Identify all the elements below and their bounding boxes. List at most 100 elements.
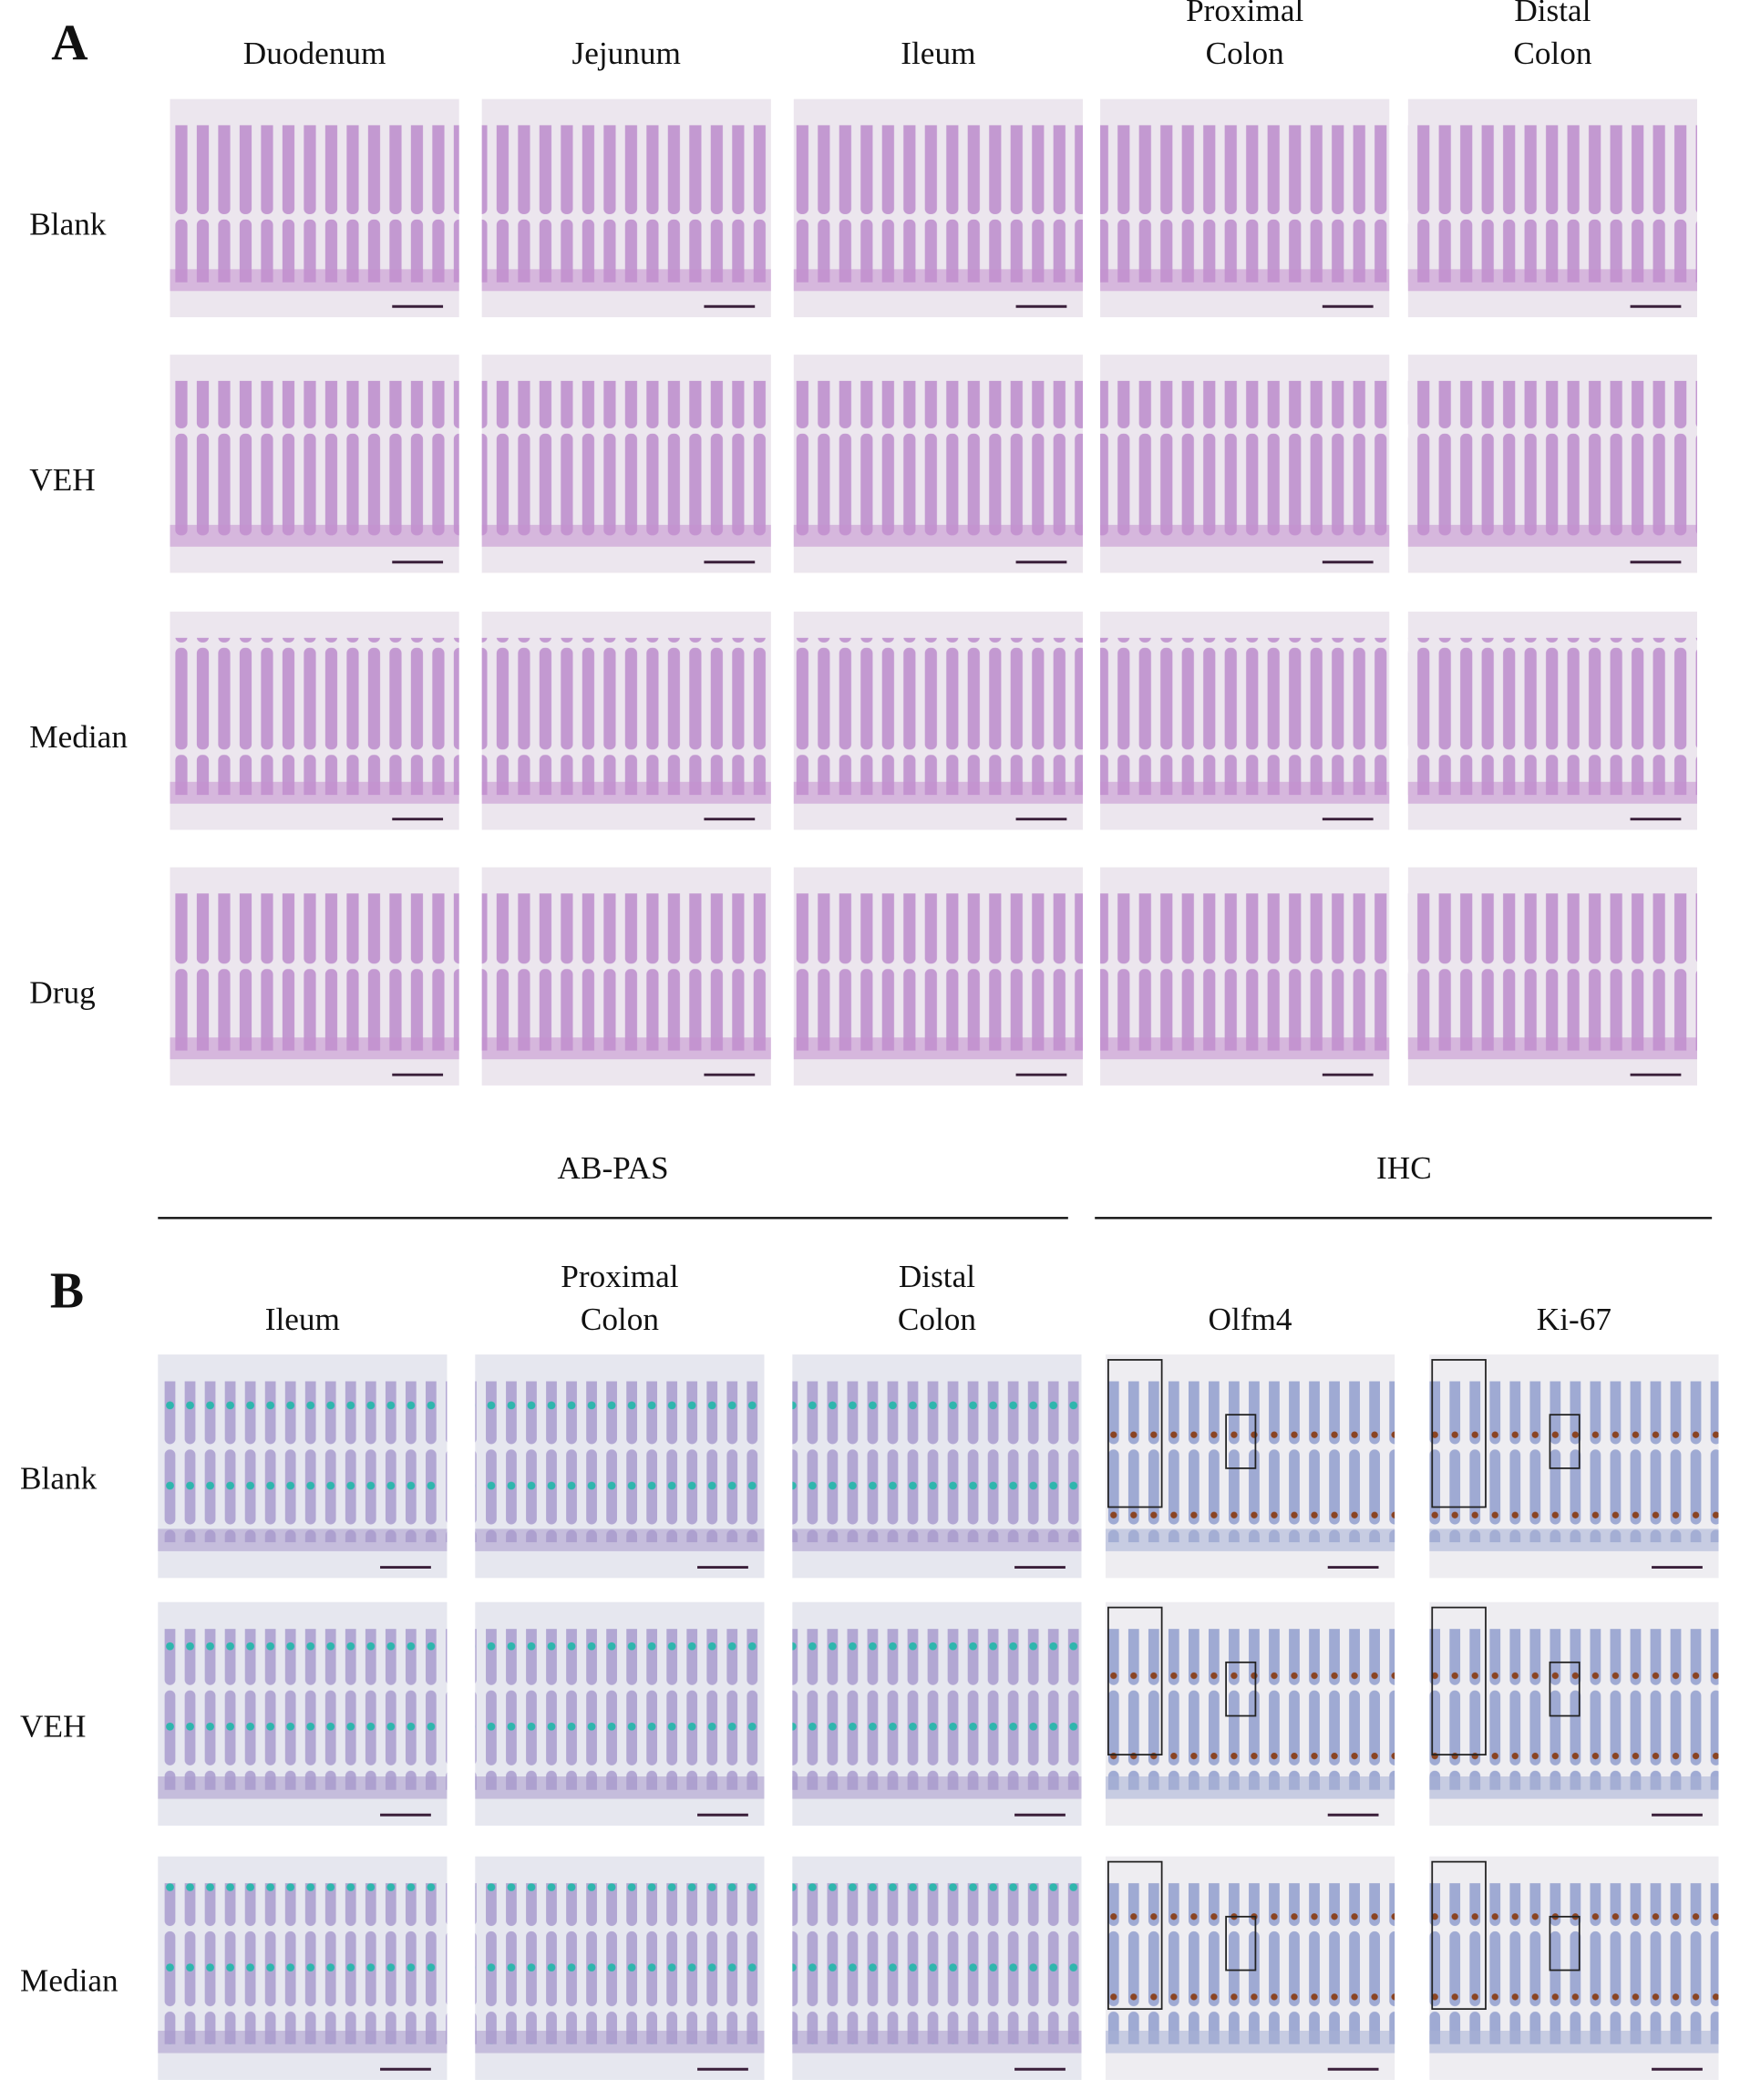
tissue-layer (792, 1776, 1082, 1799)
row-label: Median (20, 1962, 118, 1998)
tissue-layer (1429, 1776, 1719, 1799)
tissue-layer (170, 269, 459, 292)
tissue-texture (475, 1629, 765, 1790)
tissue-texture (170, 125, 459, 283)
tissue-layer (1100, 269, 1390, 292)
tissue-layer (481, 1037, 771, 1060)
row-label: VEH (29, 462, 95, 498)
tissue-texture (792, 1629, 1082, 1790)
tissue-texture (1407, 125, 1698, 283)
tissue-texture (1100, 125, 1390, 283)
panel-label: B (50, 1262, 84, 1319)
inset (1431, 1359, 1487, 1508)
tissue-layer (793, 1037, 1083, 1060)
tissue-texture (475, 1381, 765, 1543)
tissue-texture (1429, 1381, 1719, 1543)
tissue-texture (792, 1883, 1082, 2044)
tissue-layer (1429, 2031, 1719, 2054)
inset (1431, 1606, 1487, 1756)
column-header: Proximal (561, 1259, 678, 1294)
inset (1107, 1860, 1163, 2011)
inset-source (1549, 1661, 1580, 1717)
tissue-layer (1100, 524, 1390, 547)
tissue-layer (481, 781, 771, 804)
inset-source (1549, 1915, 1580, 1971)
tissue-layer (481, 269, 771, 292)
row-label: Blank (20, 1461, 98, 1497)
row-label: Median (29, 719, 128, 755)
tissue-texture (1100, 380, 1390, 539)
column-header: Distal (1514, 0, 1591, 28)
tissue-texture (481, 637, 771, 796)
tissue-texture (170, 893, 459, 1051)
column-header: Colon (898, 1302, 977, 1337)
tissue-layer (475, 1776, 765, 1799)
inset (1107, 1359, 1163, 1508)
tissue-texture (1100, 893, 1390, 1051)
tissue-texture (1105, 1381, 1395, 1543)
tissue-layer (792, 2031, 1082, 2054)
tissue-layer (793, 269, 1083, 292)
tissue-texture (158, 1883, 448, 2044)
tissue-layer (170, 1037, 459, 1060)
tissue-texture (1105, 1883, 1395, 2044)
tissue-texture (1105, 1629, 1395, 1790)
tissue-texture (158, 1381, 448, 1543)
tissue-layer (792, 1529, 1082, 1551)
tissue-layer (1429, 1529, 1719, 1551)
group-title: IHC (1376, 1150, 1432, 1186)
tissue-layer (481, 524, 771, 547)
tissue-layer (1105, 1776, 1395, 1799)
tissue-texture (1407, 380, 1698, 539)
panel-label: A (51, 15, 88, 72)
tissue-texture (1100, 637, 1390, 796)
tissue-layer (793, 524, 1083, 547)
tissue-texture (1429, 1883, 1719, 2044)
tissue-layer (475, 2031, 765, 2054)
tissue-layer (158, 1776, 448, 1799)
tissue-layer (1100, 1037, 1390, 1060)
tissue-layer (1407, 1037, 1698, 1060)
column-header: Jejunum (572, 36, 681, 71)
tissue-texture (793, 380, 1083, 539)
tissue-layer (1105, 1529, 1395, 1551)
tissue-layer (1407, 524, 1698, 547)
tissue-texture (1429, 1629, 1719, 1790)
tissue-texture (170, 637, 459, 796)
column-header: Ileum (901, 36, 975, 71)
inset-source (1225, 1915, 1257, 1971)
tissue-texture (481, 125, 771, 283)
tissue-texture (481, 380, 771, 539)
tissue-layer (793, 781, 1083, 804)
tissue-layer (475, 1529, 765, 1551)
column-header: Distal (899, 1259, 975, 1294)
tissue-layer (158, 2031, 448, 2054)
tissue-layer (170, 781, 459, 804)
tissue-layer (158, 1529, 448, 1551)
tissue-texture (793, 125, 1083, 283)
column-header: Ki-67 (1537, 1302, 1611, 1337)
tissue-texture (481, 893, 771, 1051)
tissue-texture (1407, 637, 1698, 796)
inset-source (1225, 1414, 1257, 1469)
tissue-layer (1407, 781, 1698, 804)
inset (1431, 1860, 1487, 2011)
tissue-texture (1407, 893, 1698, 1051)
tissue-texture (475, 1883, 765, 2044)
tissue-texture (793, 637, 1083, 796)
tissue-texture (170, 380, 459, 539)
inset (1107, 1606, 1163, 1756)
row-label: Blank (29, 207, 107, 242)
tissue-texture (158, 1629, 448, 1790)
column-header: Colon (581, 1302, 660, 1337)
column-header: Colon (1513, 36, 1592, 71)
row-label: Drug (29, 975, 95, 1011)
tissue-texture (793, 893, 1083, 1051)
column-header: Olfm4 (1209, 1302, 1292, 1337)
row-label: VEH (20, 1708, 86, 1744)
tissue-texture (792, 1381, 1082, 1543)
column-header: Duodenum (243, 36, 386, 71)
tissue-layer (1407, 269, 1698, 292)
tissue-layer (1100, 781, 1390, 804)
